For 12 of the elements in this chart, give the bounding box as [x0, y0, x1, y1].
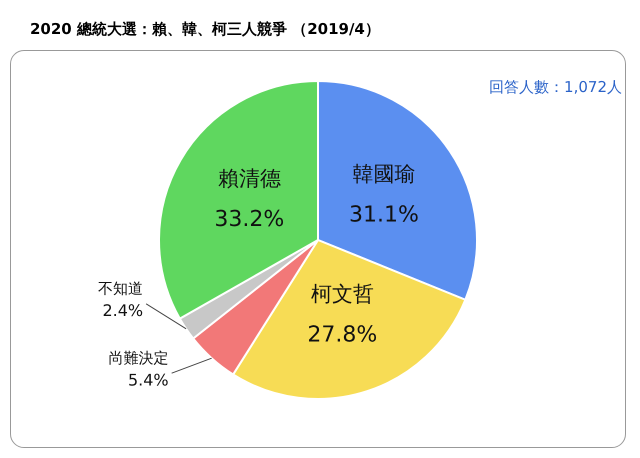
text: 回答人數：1,072人 [489, 78, 622, 96]
slice-label: 賴清德 [218, 166, 281, 190]
data-label: 33.2% [214, 206, 284, 232]
slice-label: 柯文哲 [310, 282, 374, 306]
data-label: 27.8% [307, 322, 378, 348]
data-label: 2.4% [102, 300, 144, 320]
slice-label: 韓國瑜 [352, 162, 416, 186]
data-label: 5.4% [128, 370, 169, 390]
chart-title: 2020 總統大選：賴、韓、柯三人競爭 （2019/4） [30, 20, 380, 38]
slice-label: 尚難決定 [108, 349, 169, 368]
data-label: 31.1% [348, 202, 419, 228]
slice-label: 不知道 [98, 280, 144, 298]
